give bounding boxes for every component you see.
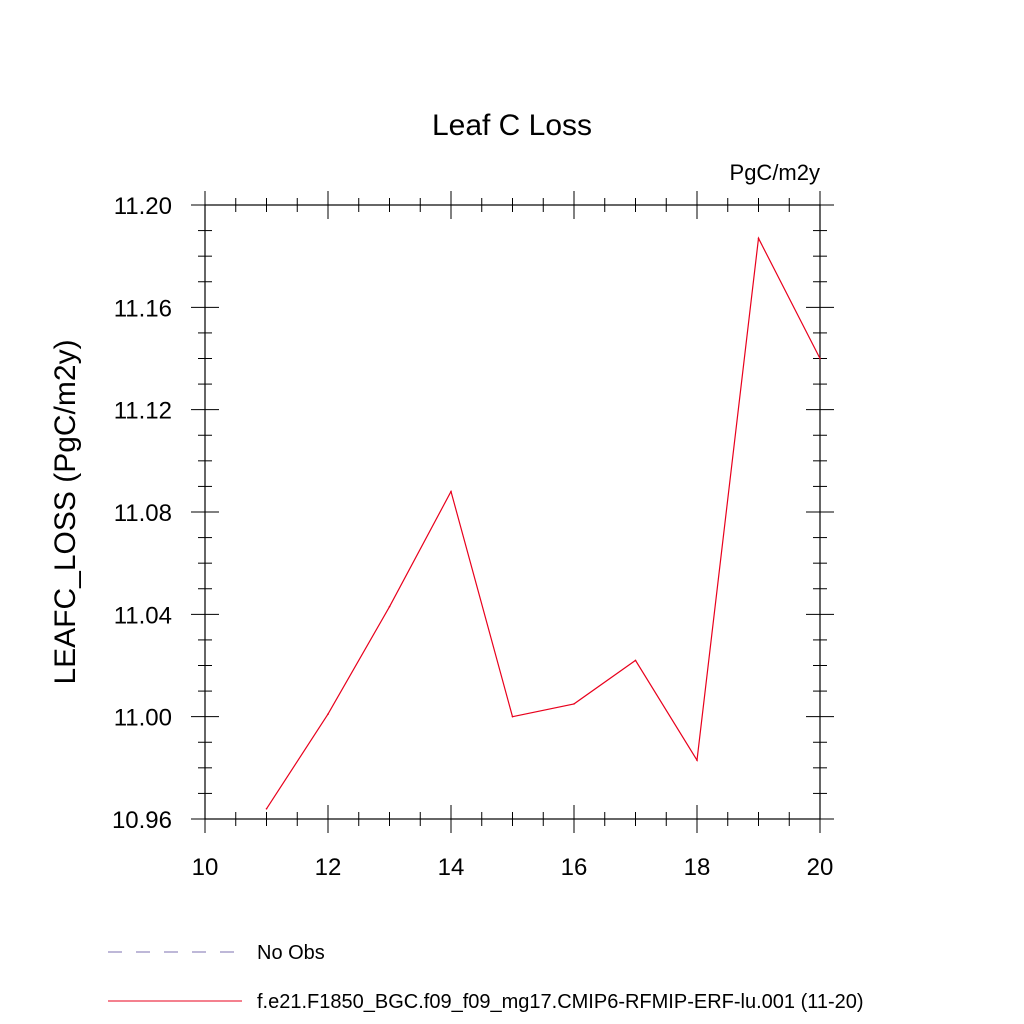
y-tick-label: 11.00 [114,705,172,732]
plot-frame [204,204,821,820]
y-tick-label: 11.16 [114,295,172,322]
chart-title: Leaf C Loss [432,109,592,142]
units-label: PgC/m2y [730,160,820,185]
y-tick-label: 11.20 [114,193,172,220]
x-tick-label: 18 [684,854,711,881]
data-point [327,713,329,715]
data-point [757,237,760,240]
axis-tick-labels: 10 12 14 16 18 20 10.96 11.00 11.04 11.08 11.12 11.… [112,193,833,881]
data-point [450,490,452,493]
x-tick-label: 14 [438,854,465,881]
x-tick-label: 20 [807,854,834,881]
legend-label: No Obs [257,942,325,964]
x-tick-label: 10 [192,854,219,881]
x-tick-label: 12 [315,854,342,881]
data-point [573,703,575,705]
y-tick-label: 11.08 [114,500,172,527]
legend: No Obs f.e21.F1850_BGC.f09_f09_mg17.CMIP6… [108,942,864,1013]
data-point [634,659,637,662]
data-point [265,807,268,810]
y-tick-label: 11.04 [114,602,172,629]
series-line [265,236,821,810]
x-tick-label: 16 [561,854,588,881]
data-point [819,357,821,360]
y-tick-label: 11.12 [114,398,172,425]
data-point [388,605,391,608]
y-tick-label: 10.96 [112,807,172,834]
axis-ticks [191,191,834,833]
data-point [696,759,698,761]
y-axis-label: LEAFC_LOSS (PgC/m2y) [49,339,82,684]
series-group [265,236,821,810]
data-point [511,715,514,718]
legend-label: f.e21.F1850_BGC.f09_f09_mg17.CMIP6-RFMIP… [257,991,864,1013]
